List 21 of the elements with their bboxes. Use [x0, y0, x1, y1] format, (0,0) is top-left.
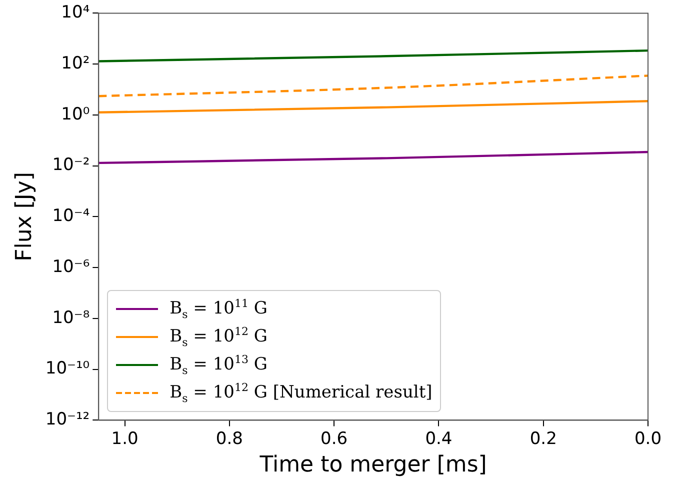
y-tick-label: 10⁻¹²: [45, 410, 90, 430]
y-tick-label: 10⁴: [61, 2, 90, 23]
y-tick-label: 10⁻¹⁰: [45, 358, 90, 379]
y-tick-label: 10⁻⁸: [52, 308, 90, 328]
legend-label: B$_{s}$ = 10$^{11}$ G: [170, 297, 268, 322]
y-tick-label: 10⁻⁶: [52, 256, 90, 277]
x-tick-label: 0.6: [320, 428, 348, 449]
x-axis-title: Time to merger [ms]: [258, 452, 487, 478]
legend-label: B$_{s}$ = 10$^{13}$ G: [170, 353, 268, 378]
x-tick-label: 1.0: [111, 428, 138, 449]
legend-label: B$_{s}$ = 10$^{12}$ G: [170, 325, 268, 350]
x-tick-label: 0.4: [425, 428, 452, 449]
y-axis-title: Flux [Jy]: [12, 172, 37, 262]
legend-label: B$_{s}$ = 10$^{12}$ G [Numerical result]: [170, 381, 432, 406]
y-tick-label: 10²: [61, 53, 90, 74]
y-tick-label: 10⁻²: [52, 155, 90, 176]
y-tick-label: 10⁰: [61, 104, 90, 124]
y-tick-label: 10⁻⁴: [52, 206, 90, 226]
x-tick-label: 0.8: [216, 428, 243, 449]
x-tick-label: 0.0: [634, 428, 662, 449]
x-tick-label: 0.2: [530, 428, 557, 449]
